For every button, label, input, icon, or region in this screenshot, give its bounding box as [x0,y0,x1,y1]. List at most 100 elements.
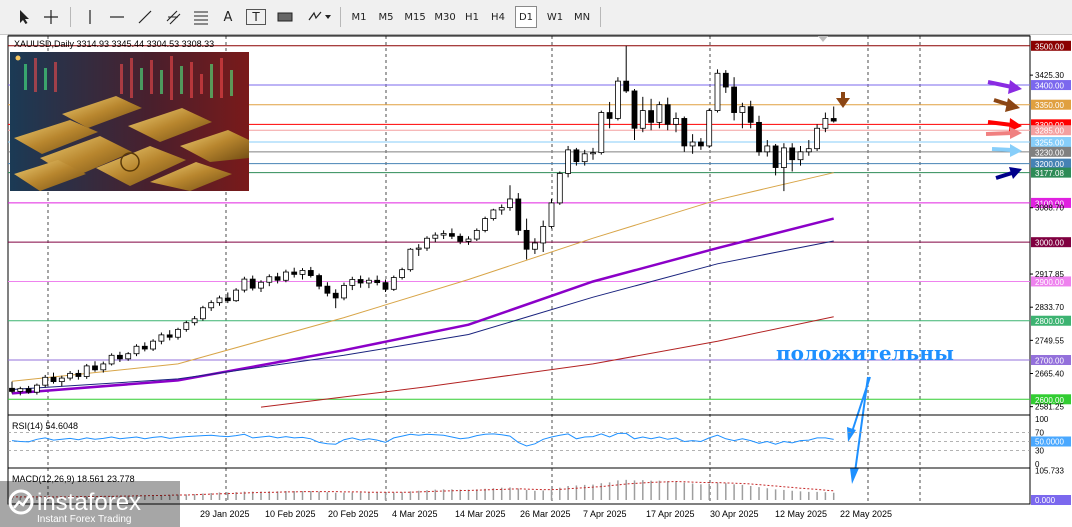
candle-90 [756,115,762,156]
timeframe-d1[interactable]: D1 [515,6,537,28]
candle-37 [316,273,323,290]
candle-83 [698,138,704,150]
candle-35 [299,268,306,280]
timeframe-m1[interactable]: M1 [351,11,367,23]
macd-label: MACD(12,26,9) 18.561 23.778 [12,474,135,484]
candle-25 [216,295,223,306]
candle-40 [341,282,347,301]
candle-55 [465,236,472,245]
gold-bars-photo [10,52,249,191]
candle-29 [249,275,256,291]
timeframe-h1[interactable]: H1 [465,11,479,23]
cursor-tool-icon[interactable] [14,6,36,28]
text-label-tool-icon[interactable]: T [246,9,266,25]
candle-45 [382,279,389,293]
horizontal-line-tool-icon[interactable] [106,6,128,28]
channel-tool-icon[interactable] [162,6,184,28]
timeframe-m15[interactable]: M15 [404,11,426,23]
instaforex-logo-icon [8,489,34,515]
trendline-tool-icon[interactable] [134,6,156,28]
candle-5 [50,372,57,384]
timeframe-h4[interactable]: H4 [491,11,505,23]
candle-87 [731,77,737,121]
level-label-bg-4 [1031,125,1071,136]
candle-44 [374,275,381,286]
level-label-bg-9 [1031,197,1071,208]
candle-31 [266,274,273,287]
level-label-1: 3400.00 [1035,82,1064,91]
candle-89 [747,100,754,129]
level-label-bg-1 [1031,80,1071,91]
candle-17 [150,339,157,351]
candle-30 [258,280,264,293]
price-tick-2: 2917.85 [1035,270,1064,279]
fibonacci-tool-icon[interactable] [190,6,212,28]
level-label-bg-6 [1031,146,1071,157]
candle-62 [523,218,530,260]
level-label-0: 3500.00 [1035,42,1064,51]
candle-84 [706,108,713,148]
level-label-9: 3100.00 [1035,199,1064,208]
level-label-13: 2700.00 [1035,357,1064,366]
watermark-brand: instaforex [37,489,141,516]
candle-64 [540,220,547,252]
level-label-12: 2800.00 [1035,317,1064,326]
candle-58 [490,208,497,221]
candle-86 [722,70,729,93]
candle-88 [739,102,746,129]
candle-92 [772,143,779,176]
candle-4 [42,374,49,388]
candle-49 [415,244,422,256]
text-tool-icon[interactable]: A [223,9,233,25]
candle-9 [83,363,90,379]
brown-down-arrow-icon [836,92,850,108]
candle-61 [515,193,522,236]
shapes-dropdown-icon[interactable] [304,6,334,28]
candle-26 [224,292,231,304]
candle-57 [482,216,489,233]
level-label-bg-3 [1031,119,1071,130]
chart-shift-marker-icon [818,36,828,42]
level-label-4: 3285.00 [1035,127,1064,136]
candle-67 [565,145,571,178]
candle-74 [623,45,630,93]
timeframe-m5[interactable]: M5 [378,11,394,23]
date-label-2: 20 Feb 2025 [328,509,379,519]
candle-99 [830,106,837,123]
candle-60 [507,185,513,211]
candle-94 [789,143,796,172]
candle-77 [648,98,654,131]
candle-34 [291,267,298,278]
lightblue-arrow-icon [991,144,1022,157]
crosshair-tool-icon[interactable] [40,6,62,28]
candle-3 [34,383,40,395]
rsi-line [11,432,834,447]
level-label-bg-13 [1031,355,1071,366]
timeframe-w1[interactable]: W1 [546,11,564,23]
level-label-11: 2900.00 [1035,278,1064,287]
candle-95 [797,145,804,166]
price-tick-6: 2581.25 [1035,403,1064,412]
candle-41 [349,276,356,291]
moving-average-0 [11,172,834,382]
candle-96 [805,140,812,156]
candle-11 [100,361,107,373]
date-label-7: 17 Apr 2025 [646,509,695,519]
candle-27 [233,288,240,302]
candle-93 [781,143,787,192]
purple-arrow-icon [987,80,1022,94]
rectangle-label-tool-icon[interactable] [274,6,296,28]
timeframe-mn[interactable]: MN [573,11,591,23]
candle-8 [75,369,82,380]
candle-42 [357,275,364,288]
candle-47 [399,267,406,280]
timeframe-m30[interactable]: M30 [434,11,456,23]
vertical-line-tool-icon[interactable] [80,6,100,28]
candle-68 [573,147,580,166]
candle-28 [241,276,248,293]
chart-area[interactable]: XAUUSD,Daily 3314.93 3345.44 3304.53 330… [0,34,1072,527]
brown-arrow-icon [993,98,1020,112]
date-label-1: 10 Feb 2025 [265,509,316,519]
candle-12 [108,353,115,366]
